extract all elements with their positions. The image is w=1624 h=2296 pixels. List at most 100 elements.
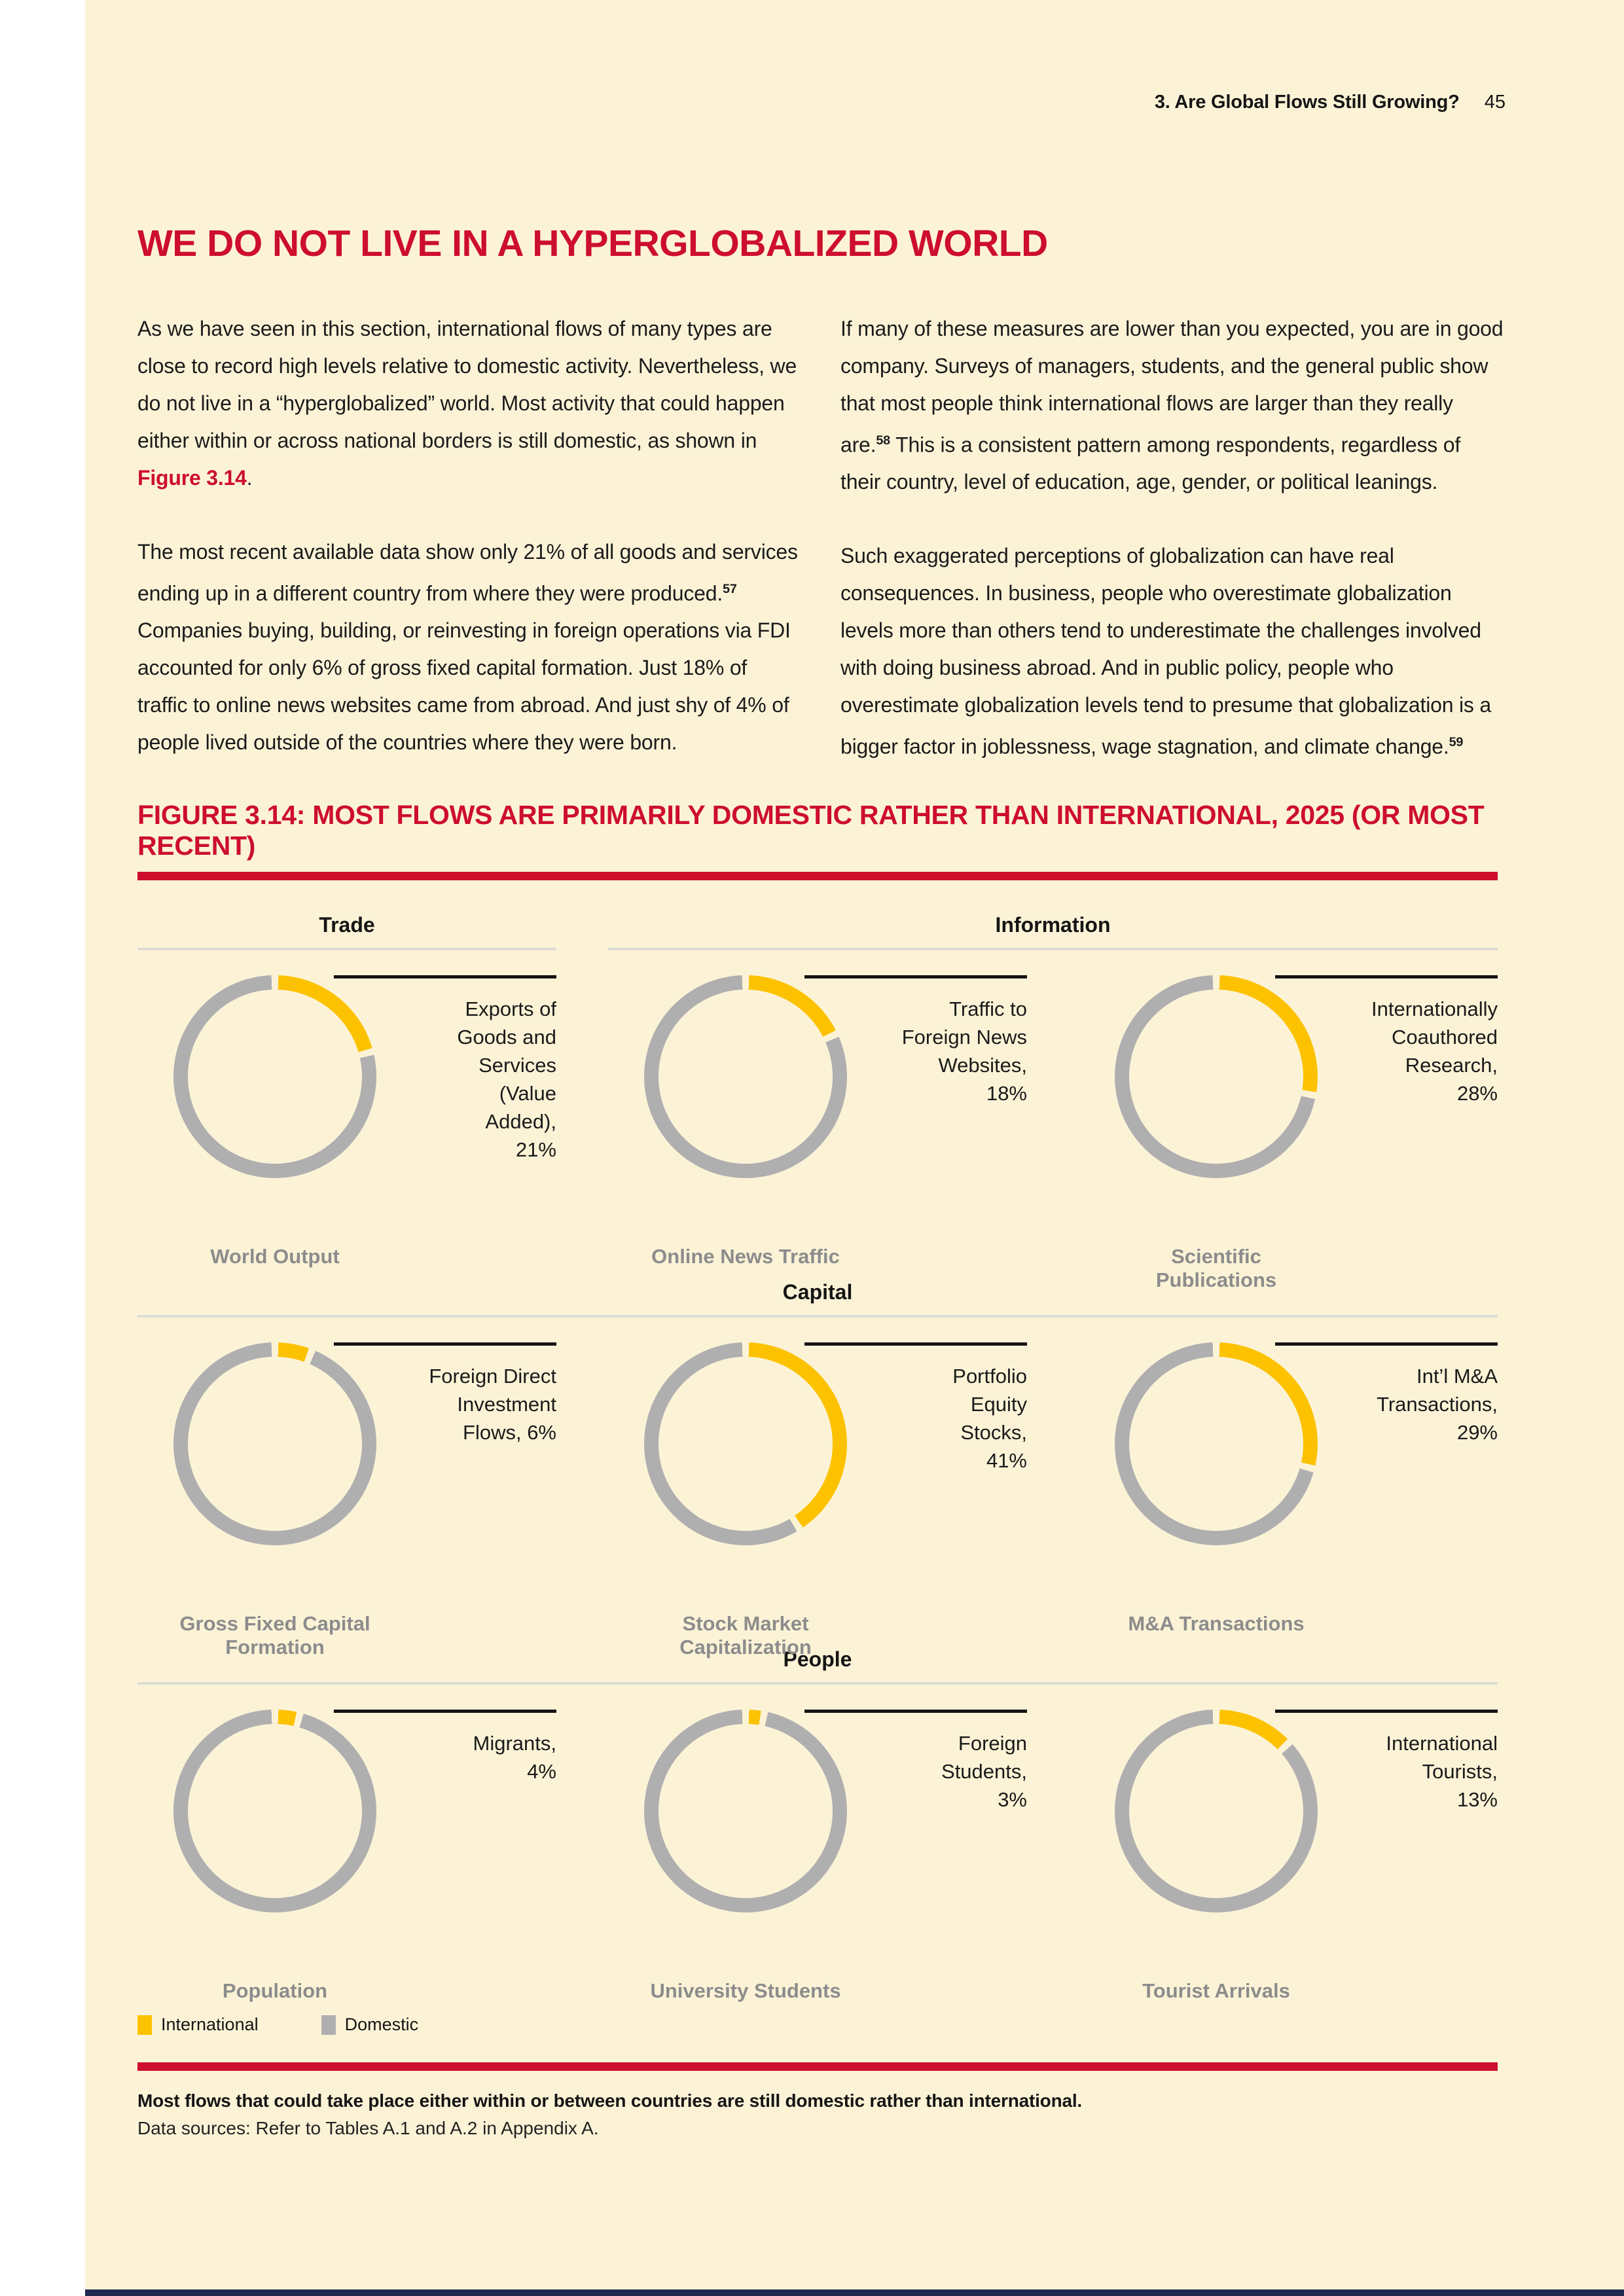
donut-ring xyxy=(1115,1710,1318,1912)
donut-hole xyxy=(188,990,362,1164)
donut-chart-scientific-publications: Internationally Coauthored Research, 28% Sci… xyxy=(1079,975,1498,1291)
body-column-right: If many of these measures are lower than… xyxy=(840,310,1506,766)
denominator-label: Online News Traffic xyxy=(651,1245,840,1268)
denominator-label: Tourist Arrivals xyxy=(1142,1979,1290,2002)
callout-leader-line xyxy=(1275,1342,1498,1346)
donut-chart-tourist-arrivals: International Tourists, 13% Tourist Arrival… xyxy=(1079,1710,1498,2004)
callout-leader-line xyxy=(804,1342,1027,1346)
paragraph: The most recent available data show only… xyxy=(137,533,803,762)
donut-chart-online-news-traffic: Traffic to Foreign News Websites, 18% Online… xyxy=(608,975,1027,1270)
denominator-label: Gross Fixed Capital Formation xyxy=(179,1612,370,1659)
donut-hole xyxy=(1129,1357,1303,1531)
callout-label: Migrants, 4% xyxy=(473,1732,556,1783)
legend-label-domestic: Domestic xyxy=(344,2015,419,2034)
body-columns: As we have seen in this section, interna… xyxy=(137,310,1506,766)
running-header-section: 3. Are Global Flows Still Growing? xyxy=(1154,92,1460,113)
donut-row: Migrants, 4% Population Foreign Students, 3% U… xyxy=(137,1710,1498,2004)
figure-grid: Trade Information Exports of Goods and Servi… xyxy=(137,913,1498,2004)
donut-area: Internationally Coauthored Research, 28% xyxy=(1079,975,1498,1183)
legend-label-international: International xyxy=(161,2015,259,2034)
donut-row: Foreign Direct Investment Flows, 6% Gross F… xyxy=(137,1342,1498,1659)
section-header-capital: Capital xyxy=(137,1280,1498,1318)
donut-ring xyxy=(173,1710,376,1912)
donut-chart-stock-market-capitalization: Portfolio Equity Stocks, 41% Stock Market Ca… xyxy=(608,1342,1027,1659)
callout-leader-line xyxy=(1275,975,1498,978)
page-left-margin xyxy=(0,0,85,2296)
donut-hole xyxy=(659,1724,833,1898)
donut-area: Migrants, 4% xyxy=(137,1710,556,1918)
denominator-label: M&A Transactions xyxy=(1128,1612,1305,1635)
donut-chart-gross-fixed-capital-formation: Foreign Direct Investment Flows, 6% Gross F… xyxy=(137,1342,556,1659)
donut-area: Traffic to Foreign News Websites, 18% xyxy=(608,975,1027,1183)
section-header-information: Information xyxy=(608,913,1498,950)
paragraph-text: Companies buying, building, or reinvesti… xyxy=(137,619,791,755)
paragraph: Such exaggerated perceptions of globaliz… xyxy=(840,537,1506,766)
denominator-label: World Output xyxy=(210,1245,340,1268)
paragraph-text: . xyxy=(246,465,253,490)
legend-swatch-international xyxy=(137,2015,152,2035)
figure-data-sources: Data sources: Refer to Tables A.1 and A.… xyxy=(137,2118,599,2138)
article-title: WE DO NOT LIVE IN A HYPERGLOBALIZED WORL… xyxy=(137,223,1048,264)
paragraph: If many of these measures are lower than… xyxy=(840,310,1506,501)
running-header: 3. Are Global Flows Still Growing? 45 xyxy=(137,0,1506,113)
donut-ring xyxy=(1115,1342,1318,1545)
footnote-marker: 58 xyxy=(876,433,890,448)
donut-hole xyxy=(188,1724,362,1898)
figure-bottom-rule xyxy=(137,2062,1498,2071)
figure-title: FIGURE 3.14: MOST FLOWS ARE PRIMARILY DO… xyxy=(137,800,1485,861)
section-header-band: People xyxy=(137,1647,1498,1685)
callout-label: International Tourists, 13% xyxy=(1386,1732,1498,1811)
footnote-marker: 59 xyxy=(1449,735,1464,750)
section-header-people: People xyxy=(137,1647,1498,1685)
paragraph-text: This is a consistent pattern among respo… xyxy=(840,433,1461,494)
donut-ring xyxy=(173,975,376,1178)
donut-row: Exports of Goods and Services (Value Added),… xyxy=(137,975,1498,1291)
callout-label: Foreign Students, 3% xyxy=(941,1732,1027,1811)
callout-leader-line xyxy=(334,975,556,978)
donut-hole xyxy=(188,1357,362,1531)
donut-hole xyxy=(659,990,833,1164)
figure-reference-link[interactable]: Figure 3.14 xyxy=(137,465,247,490)
figure-legend: International Domestic xyxy=(137,2015,1506,2035)
donut-area: Exports of Goods and Services (Value Added),… xyxy=(137,975,556,1183)
paragraph-text: As we have seen in this section, interna… xyxy=(137,316,797,452)
donut-hole xyxy=(1129,1724,1303,1898)
donut-chart-university-students: Foreign Students, 3% University Students xyxy=(608,1710,1027,2004)
section-header-trade: Trade xyxy=(137,913,556,950)
footnote-marker: 57 xyxy=(723,581,737,596)
donut-ring xyxy=(1115,975,1318,1178)
body-column-left: As we have seen in this section, interna… xyxy=(137,310,803,766)
paragraph-text: Such exaggerated perceptions of globaliz… xyxy=(840,544,1491,759)
legend-item-domestic: Domestic xyxy=(321,2015,419,2035)
donut-area: International Tourists, 13% xyxy=(1079,1710,1498,1918)
page-content: 3. Are Global Flows Still Growing? 45 WE… xyxy=(85,0,1624,2296)
donut-ring xyxy=(644,1342,847,1545)
page-footer-band xyxy=(85,2289,1624,2296)
denominator-label: Stock Market Capitalization xyxy=(679,1612,812,1659)
donut-hole xyxy=(1129,990,1303,1164)
callout-leader-line xyxy=(334,1710,556,1713)
callout-label: Traffic to Foreign News Websites, 18% xyxy=(901,997,1027,1105)
donut-hole xyxy=(659,1357,833,1531)
section-header-band: Trade Information xyxy=(137,913,1498,950)
paragraph-text: The most recent available data show only… xyxy=(137,539,798,605)
donut-ring xyxy=(173,1342,376,1545)
donut-area: Foreign Students, 3% xyxy=(608,1710,1027,1918)
callout-leader-line xyxy=(804,1710,1027,1713)
page-number: 45 xyxy=(1484,92,1506,113)
donut-chart-population: Migrants, 4% Population xyxy=(137,1710,556,2004)
donut-ring xyxy=(644,1710,847,1912)
callout-leader-line xyxy=(804,975,1027,978)
donut-chart-m-a-transactions: Int’l M&A Transactions, 29% M&A Transaction… xyxy=(1079,1342,1498,1637)
paragraph: As we have seen in this section, interna… xyxy=(137,310,803,497)
callout-label: Portfolio Equity Stocks, 41% xyxy=(952,1365,1027,1472)
section-header-band: Capital xyxy=(137,1280,1498,1318)
figure-title-rule xyxy=(137,872,1498,880)
callout-leader-line xyxy=(334,1342,556,1346)
callout-leader-line xyxy=(1275,1710,1498,1713)
callout-label: Exports of Goods and Services (Value Added),… xyxy=(457,997,556,1161)
callout-label: Internationally Coauthored Research, 28% xyxy=(1371,997,1498,1105)
legend-item-international: International xyxy=(137,2015,259,2035)
donut-area: Portfolio Equity Stocks, 41% xyxy=(608,1342,1027,1551)
